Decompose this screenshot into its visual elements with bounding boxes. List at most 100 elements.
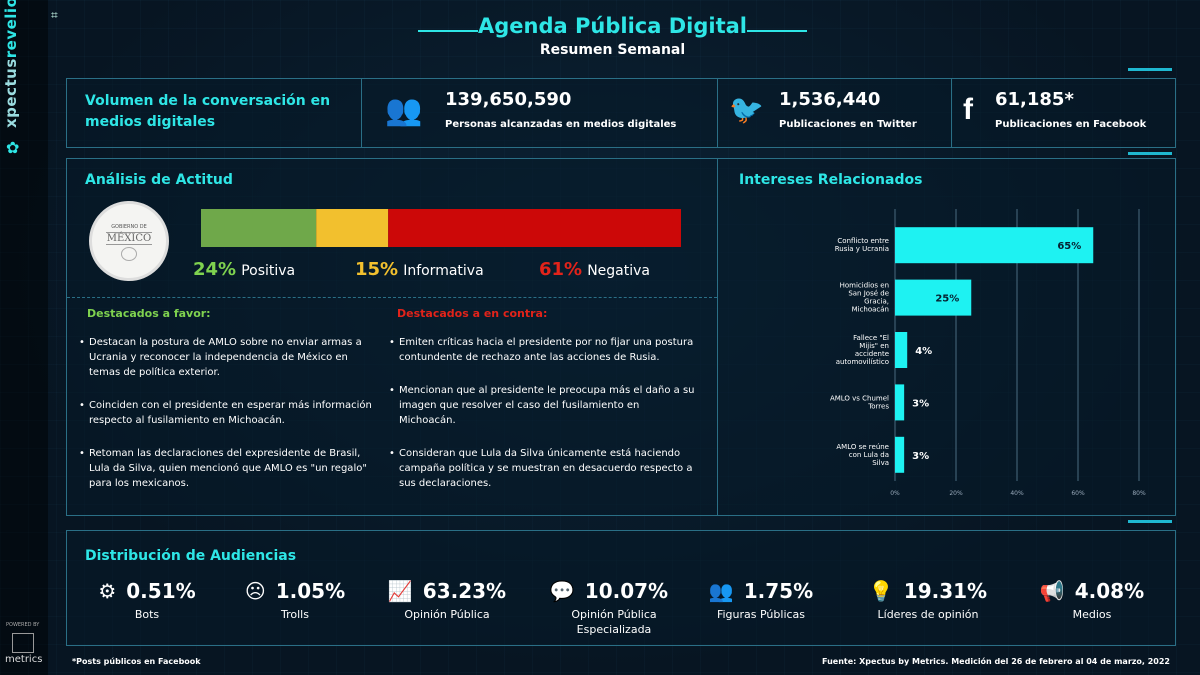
brand-sidebar — [0, 0, 48, 675]
audience-opinion-especializada-pct: 10.07% — [584, 579, 669, 603]
header-decor-left — [418, 30, 478, 32]
audience-trolls: ☹ 1.05% Trolls — [235, 579, 355, 622]
group-icon: 👥 — [708, 579, 734, 603]
chart-bar — [895, 332, 908, 368]
legend-informativa: 15% Informativa — [355, 259, 484, 280]
troll-face-icon: ☹ — [244, 579, 266, 603]
x-tick-label: 0% — [890, 490, 900, 497]
favor-title: Destacados a favor: — [87, 307, 211, 320]
list-item: Retoman las declaraciones del expresiden… — [79, 446, 379, 491]
x-tick-label: 80% — [1132, 490, 1146, 497]
chart-bar — [895, 436, 905, 473]
twitter-icon: 🐦 — [729, 93, 764, 126]
section-divider — [717, 159, 718, 515]
chart-title: Intereses Relacionados — [739, 172, 923, 188]
stat-facebook-label: Publicaciones en Facebook — [995, 119, 1147, 130]
megaphone-icon: 📢 — [1039, 579, 1065, 603]
contra-title: Destacados a en contra: — [397, 307, 548, 320]
stat-reach-value: 139,650,590 — [445, 89, 572, 110]
footnote: *Posts públicos en Facebook — [72, 657, 201, 666]
x-tick-label: 60% — [1071, 490, 1085, 497]
legend-negativa-label: Negativa — [587, 263, 650, 279]
volume-title: Volumen de la conversación en medios dig… — [85, 93, 331, 130]
robot-icon: ⚙ — [98, 579, 117, 603]
section-divider — [67, 297, 717, 298]
volume-panel: Volumen de la conversación en medios dig… — [66, 78, 1176, 148]
value-label: 3% — [912, 451, 929, 462]
legend-positiva-label: Positiva — [241, 263, 296, 279]
audience-opinion-publica-pct: 63.23% — [422, 579, 507, 603]
audience-figuras-publicas-label: Figuras Públicas — [716, 608, 806, 621]
list-item: Coinciden con el presidente en esperar m… — [79, 398, 379, 428]
lightbulb-icon: 💡 — [868, 579, 894, 603]
legend-negativa: 61% Negativa — [539, 259, 650, 280]
legend-positiva: 24% Positiva — [193, 259, 295, 280]
decor-bar — [1128, 520, 1172, 523]
favor-list: Destacan la postura de AMLO sobre no env… — [79, 335, 379, 509]
category-label: Fallece "El Mijis" en accidente automovilís… — [836, 334, 889, 366]
stat-reach-label: Personas alcanzadas en medios digitales — [445, 119, 677, 130]
seal-top-text: GOBIERNO DE — [111, 224, 147, 230]
list-item: Mencionan que al presidente le preocupa … — [389, 383, 699, 428]
audience-bots-pct: 0.51% — [126, 579, 196, 603]
attitude-segment-positiva — [201, 209, 317, 247]
audience-figuras-publicas: 👥 1.75% Figuras Públicas — [691, 579, 831, 622]
audience-bots-label: Bots — [134, 608, 160, 621]
header-decor-right — [747, 30, 807, 32]
attitude-panel: Análisis de Actitud GOBIERNO DE MÉXICO 2… — [66, 158, 1176, 516]
list-item: Destacan la postura de AMLO sobre no env… — [79, 335, 379, 380]
audience-lideres-opinion: 💡 19.31% Líderes de opinión — [853, 579, 1003, 622]
source-note: Fuente: Xpectus by Metrics. Medición del… — [822, 657, 1170, 666]
brand-knot-icon: ✿ — [6, 138, 20, 157]
audience-medios: 📢 4.08% Medios — [1027, 579, 1157, 622]
list-item: Consideran que Lula da Silva únicamente … — [389, 446, 699, 491]
audience-medios-label: Medios — [1072, 608, 1112, 621]
category-label: AMLO se reúne con Lula da Silva — [836, 443, 889, 467]
metrics-label: metrics — [5, 654, 43, 665]
chart-bar — [895, 227, 1094, 264]
audience-trolls-pct: 1.05% — [275, 579, 346, 603]
trend-chart-icon: 📈 — [387, 579, 413, 603]
interests-chart: Intereses Relacionados 0% 20% 40% 60% 80% Con… — [719, 159, 1175, 515]
category-label: Conflicto entre Rusia y Ucrania — [835, 237, 889, 253]
list-item: Emiten críticas hacia el presidente por … — [389, 335, 699, 365]
powered-by-label: POWERED BY — [6, 622, 40, 628]
audiences-title: Distribución de Audiencias — [85, 548, 297, 564]
decor-bar — [1128, 152, 1172, 155]
chart-bar — [895, 384, 905, 421]
stat-twitter-label: Publicaciones en Twitter — [779, 119, 917, 130]
decor-bar — [1128, 68, 1172, 71]
attitude-segment-negativa — [388, 209, 681, 247]
eagle-emblem-icon — [121, 247, 137, 261]
stat-twitter-value: 1,536,440 — [779, 89, 881, 110]
audience-figuras-publicas-pct: 1.75% — [743, 579, 814, 603]
seal-main-text: MÉXICO — [106, 232, 152, 245]
category-label: AMLO vs Chumel Torres — [830, 394, 889, 410]
audience-lideres-opinion-label: Líderes de opinión — [877, 608, 979, 621]
value-label: 25% — [935, 294, 959, 305]
legend-negativa-pct: 61% — [539, 259, 583, 280]
value-label: 4% — [915, 346, 932, 357]
audience-lideres-opinion-pct: 19.31% — [903, 579, 988, 603]
stat-facebook-value: 61,185* — [995, 89, 1074, 110]
page-subtitle: Resumen Semanal — [539, 42, 686, 58]
attitude-legend: 24% Positiva 15% Informativa 61% Negativ… — [193, 259, 693, 283]
audience-opinion-especializada: 💬 10.07% Opinión Pública Especializada — [539, 579, 679, 637]
attitude-stacked-bar — [201, 209, 681, 247]
x-tick-label: 40% — [1010, 490, 1024, 497]
x-tick-label: 20% — [949, 490, 963, 497]
chat-bubble-icon: 💬 — [549, 579, 575, 603]
gobierno-mexico-seal: GOBIERNO DE MÉXICO — [89, 201, 169, 281]
category-label: Homicidios en San José de Gracia, Michoacán — [840, 282, 889, 314]
value-label: 3% — [912, 398, 929, 409]
brand-wordmark: xpectusrevelio — [2, 0, 20, 128]
audience-bots: ⚙ 0.51% Bots — [87, 579, 207, 622]
facebook-icon: f — [963, 93, 973, 126]
attitude-segment-informativa — [316, 209, 389, 247]
chart-bar — [895, 279, 972, 316]
audience-opinion-especializada-label: Opinión Pública Especializada — [571, 608, 657, 636]
attitude-title: Análisis de Actitud — [85, 172, 233, 188]
interests-bar-chart: 0% 20% 40% 60% 80% Conflicto entre Rusia y Ucr… — [830, 209, 1146, 497]
value-label: 65% — [1057, 241, 1081, 252]
people-icon: 👥 — [385, 93, 423, 128]
